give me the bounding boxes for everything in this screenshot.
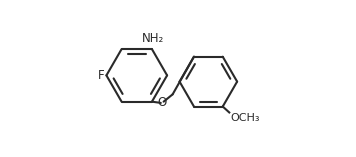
Text: NH₂: NH₂ bbox=[142, 32, 164, 45]
Text: F: F bbox=[98, 69, 105, 82]
Text: OCH₃: OCH₃ bbox=[230, 113, 260, 123]
Text: O: O bbox=[157, 96, 167, 109]
